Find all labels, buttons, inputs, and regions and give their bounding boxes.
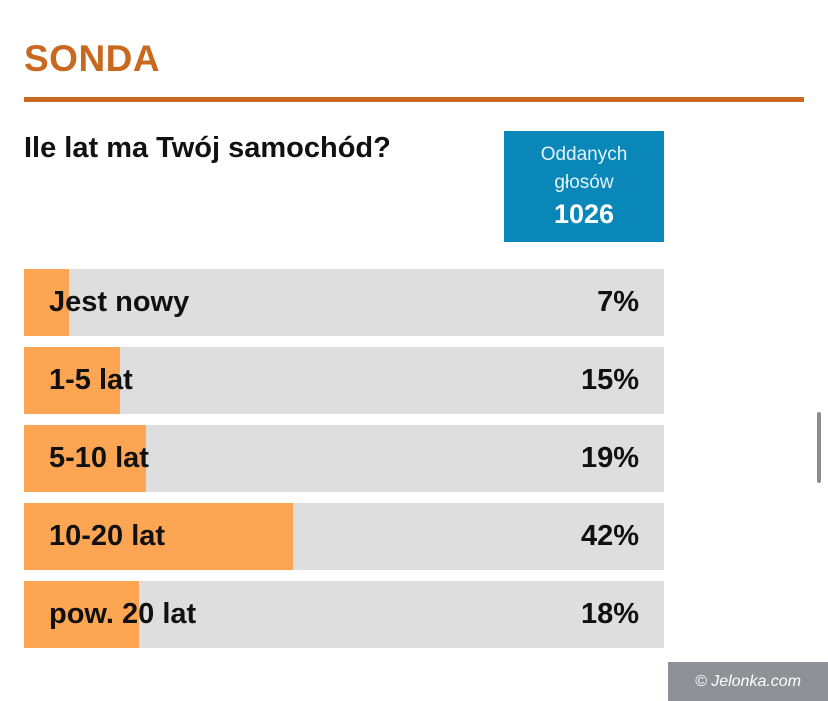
poll-option-label: 10-20 lat [49, 520, 166, 552]
vertical-scrollbar[interactable] [817, 412, 821, 483]
poll-option-percent: 42% [580, 520, 639, 552]
poll-option-result-bar [24, 269, 69, 336]
poll-option-label: pow. 20 lat [49, 598, 197, 630]
poll-option-label: Jest nowy [49, 286, 190, 318]
poll-option-1-5[interactable]: 1-5 lat 15% [24, 347, 664, 414]
poll-option-percent: 18% [580, 598, 639, 630]
votes-label: Oddanych głosów [540, 144, 628, 193]
poll-option-percent: 15% [580, 364, 639, 396]
votes-count: 1026 [553, 199, 615, 229]
poll-option-result-bar [24, 425, 146, 492]
poll-option-5-10[interactable]: 5-10 lat 19% [24, 425, 664, 492]
poll-options: Jest nowy 7% 1-5 lat 15% 5-10 lat 19% 10… [24, 269, 664, 659]
poll-option-percent: 19% [580, 442, 639, 474]
votes-count-box: Oddanych głosów 1026 [504, 131, 664, 242]
poll-option-result-bar [24, 347, 120, 414]
poll-option-percent: 7% [597, 286, 639, 318]
title-divider [24, 97, 804, 102]
poll-option-result-bar [24, 581, 140, 648]
poll-option-new[interactable]: Jest nowy 7% [24, 269, 664, 336]
poll-question: Ile lat ma Twój samochód? [24, 132, 391, 164]
section-title: SONDA [24, 38, 161, 79]
poll-option-over-20[interactable]: pow. 20 lat 18% [24, 581, 664, 648]
poll-option-label: 1-5 lat [49, 364, 133, 396]
copyright-watermark: © Jelonka.com [668, 662, 828, 701]
poll-option-result-bar [24, 503, 293, 570]
poll-option-10-20[interactable]: 10-20 lat 42% [24, 503, 664, 570]
poll-option-label: 5-10 lat [49, 442, 149, 474]
